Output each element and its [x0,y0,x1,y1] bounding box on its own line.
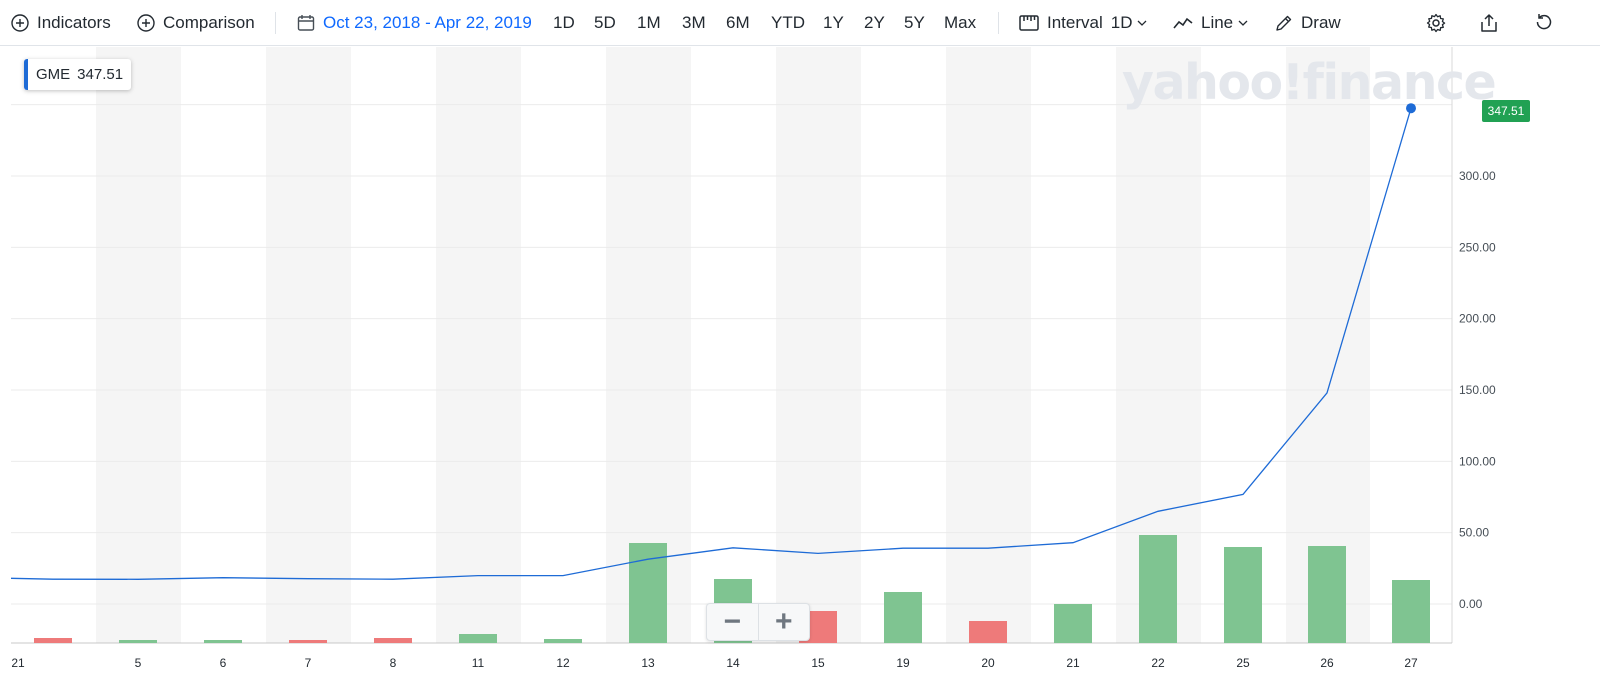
volume-bar [204,640,242,643]
x-tick-label: 7 [305,656,312,670]
chart-type-button[interactable]: Line [1173,0,1248,46]
chevron-down-icon [1238,19,1248,27]
range-tab-3m[interactable]: 3M [682,13,706,32]
draw-label: Draw [1301,13,1341,32]
y-tick-label: 0.00 [1459,597,1483,611]
y-tick-label: 200.00 [1459,312,1496,326]
calendar-icon [297,14,315,32]
plus-circle-icon [137,14,155,32]
legend-symbol: GME [36,66,71,83]
volume-bar [1139,535,1177,643]
column-shade [436,47,521,643]
y-tick-label: 50.00 [1459,526,1489,540]
x-tick-label: 19 [896,656,910,670]
y-tick-label: 150.00 [1459,383,1496,397]
column-shade [96,47,181,643]
interval-value: 1D [1110,13,1133,32]
volume-bar [1308,546,1346,643]
range-tab-6m[interactable]: 6M [726,13,750,32]
x-tick-label: 11 [472,656,485,670]
y-tick-label: 250.00 [1459,240,1496,254]
last-price-dot [1406,103,1416,114]
zoom-in-button[interactable]: + [774,605,793,638]
x-tick-label: 20 [981,656,995,670]
column-shade [776,47,861,643]
settings-button[interactable] [1426,0,1446,46]
indicators-label: Indicators [37,13,111,32]
range-tab-5y[interactable]: 5Y [904,13,925,32]
volume-bar [289,640,327,643]
volume-bar [969,621,1007,643]
x-tick-label: 26 [1320,656,1334,670]
comparison-button[interactable]: Comparison [137,0,255,46]
column-shade [266,47,351,643]
toolbar-divider [275,12,276,34]
draw-button[interactable]: Draw [1275,0,1341,46]
toolbar-divider [998,12,999,34]
volume-bar [119,640,157,643]
x-tick-label: 13 [641,656,655,670]
x-tick-label: 14 [726,656,740,670]
gear-icon [1426,13,1446,33]
volume-bar [1392,580,1430,643]
zoom-out-button[interactable]: − [707,604,759,640]
price-line [10,108,1412,580]
range-tab-1y[interactable]: 1Y [823,13,844,32]
x-tick-label: 6 [220,656,227,670]
zoom-control: − + [706,603,810,641]
y-tick-label: 300.00 [1459,169,1496,183]
legend-value: 347.51 [77,66,124,83]
column-shade [1286,47,1370,643]
date-range-label: Oct 23, 2018 - Apr 22, 2019 [323,13,532,32]
range-tab-1m[interactable]: 1M [637,13,661,32]
ruler-icon [1019,14,1039,32]
volume-bar [884,592,922,643]
interval-button[interactable]: Interval 1D [1019,0,1147,46]
x-tick-label: 21 [11,656,25,670]
share-button[interactable] [1480,0,1498,46]
plus-circle-icon [11,14,29,32]
reset-button[interactable] [1534,0,1552,46]
x-tick-label: 22 [1151,656,1165,670]
range-tab-5d[interactable]: 5D [594,13,616,32]
pencil-icon [1275,14,1293,32]
chart-type-label: Line [1201,13,1234,32]
x-tick-label: 25 [1236,656,1250,670]
x-tick-label: 5 [135,656,142,670]
date-range-button[interactable]: Oct 23, 2018 - Apr 22, 2019 [297,0,532,46]
y-tick-label: 100.00 [1459,454,1496,468]
reset-icon [1534,13,1552,33]
volume-bar [459,634,497,643]
x-tick-label: 21 [1066,656,1080,670]
range-tab-ytd[interactable]: YTD [771,13,805,32]
volume-bar [374,638,412,643]
interval-label: Interval [1047,13,1103,32]
last-price-tag: 347.51 [1482,100,1530,122]
x-tick-label: 15 [811,656,825,670]
chart-toolbar: Indicators Comparison Oct 23, 2018 - Apr… [0,0,1600,46]
x-tick-label: 27 [1404,656,1418,670]
volume-bar [544,639,582,643]
range-tab-1d[interactable]: 1D [553,13,575,32]
x-tick-label: 12 [556,656,570,670]
line-chart-icon [1173,15,1193,31]
volume-bar [34,638,72,643]
x-tick-label: 8 [390,656,397,670]
volume-bar [1054,604,1092,643]
volume-bar [1224,547,1262,643]
indicators-button[interactable]: Indicators [11,0,111,46]
share-icon [1480,13,1498,33]
chevron-down-icon [1137,19,1147,27]
yahoo-finance-watermark: yahoo!finance [1122,54,1497,111]
range-tab-2y[interactable]: 2Y [864,13,885,32]
legend-color-marker [24,59,28,90]
range-tab-max[interactable]: Max [944,13,977,32]
series-legend: GME 347.51 [24,59,132,90]
column-shade [946,47,1031,643]
comparison-label: Comparison [163,13,255,32]
